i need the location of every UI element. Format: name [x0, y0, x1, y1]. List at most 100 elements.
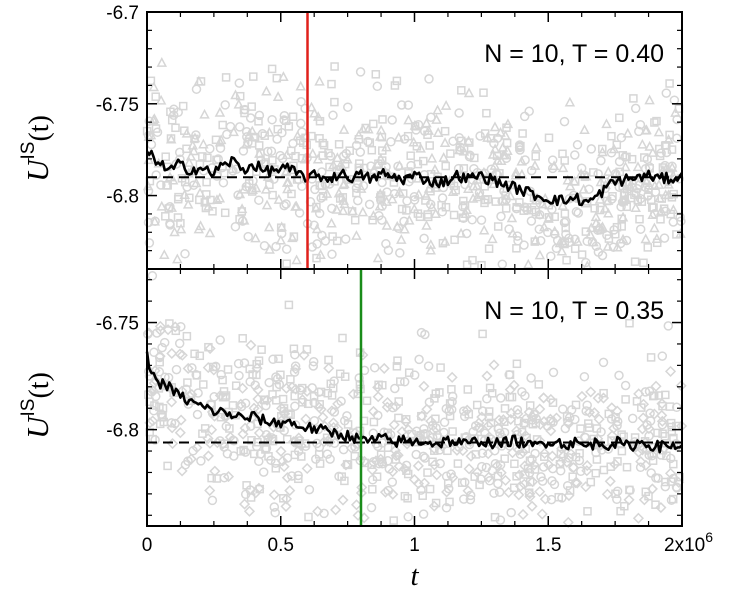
scatter-point: [234, 78, 245, 88]
scatter-point: [379, 486, 392, 498]
scatter-point: [525, 456, 535, 465]
scatter-point: [519, 202, 530, 212]
scatter-point: [228, 435, 238, 446]
scatter-point: [243, 231, 253, 242]
scatter-point: [520, 430, 532, 442]
scatter-point: [264, 243, 275, 254]
scatter-point: [438, 238, 448, 248]
scatter-point: [277, 455, 289, 467]
scatter-point: [150, 401, 159, 410]
scatter-point: [147, 271, 158, 281]
scatter-point: [300, 413, 312, 425]
scatter-point: [295, 385, 306, 395]
scatter-point: [181, 127, 193, 138]
scatter-point: [166, 396, 178, 408]
scatter-point: [459, 494, 469, 504]
scatter-point: [668, 217, 679, 227]
scatter-point: [667, 145, 677, 154]
scatter-point: [483, 471, 495, 483]
bottom-panel: -6.75 -6.8 0 0.5 1 1.5 N = 10, T = 0.35 UIS(t…: [18, 268, 713, 590]
scatter-point: [506, 447, 519, 459]
scatter-point: [259, 240, 270, 251]
scatter-point: [403, 469, 413, 479]
scatter-point: [455, 145, 465, 155]
scatter-point: [254, 195, 264, 205]
scatter-point: [463, 463, 475, 475]
scatter-point: [421, 219, 432, 230]
bottom-panel-mean-trace: [145, 351, 683, 454]
top-panel-y-axis-superscript: IS: [18, 142, 39, 160]
scatter-point: [272, 134, 282, 144]
scatter-point: [525, 401, 535, 410]
scatter-point: [607, 194, 617, 204]
scatter-point: [420, 190, 432, 200]
scatter-point: [586, 477, 596, 487]
scatter-point: [549, 479, 560, 490]
scatter-point: [406, 151, 415, 160]
scatter-point: [534, 208, 545, 219]
scatter-point: [342, 411, 352, 421]
scatter-point: [221, 391, 231, 400]
scatter-point: [580, 170, 592, 181]
scatter-point: [393, 460, 405, 472]
scatter-point: [451, 185, 460, 195]
scatter-point: [661, 88, 672, 98]
scatter-point: [505, 413, 517, 425]
scatter-point: [284, 122, 294, 131]
scatter-point: [616, 202, 626, 212]
scatter-point: [465, 450, 477, 462]
scatter-point: [439, 235, 451, 246]
scatter-point: [336, 396, 346, 407]
scatter-point: [317, 230, 327, 241]
scatter-point: [513, 489, 525, 501]
scatter-point: [428, 457, 437, 467]
scatter-point: [504, 369, 514, 380]
top-panel-mean-trace: [145, 149, 684, 207]
scatter-point: [668, 204, 679, 215]
scatter-point: [280, 500, 292, 512]
scatter-point: [242, 481, 251, 490]
scatter-point: [301, 462, 313, 475]
bottom-panel-annotation: N = 10, T = 0.35: [484, 297, 664, 325]
scatter-point: [247, 184, 258, 195]
scatter-point: [612, 486, 623, 496]
scatter-point: [377, 458, 388, 469]
scatter-point: [368, 215, 377, 225]
scatter-point: [144, 116, 155, 126]
scatter-point: [557, 200, 569, 210]
scatter-point: [445, 411, 455, 421]
bottom-panel-y-axis-label: UIS(t): [18, 372, 55, 439]
scatter-point: [430, 394, 439, 403]
scatter-point: [655, 205, 667, 216]
scatter-point: [221, 73, 231, 82]
scatter-point: [389, 516, 398, 525]
scatter-point: [660, 481, 671, 492]
scatter-point: [671, 482, 682, 492]
scatter-point: [517, 446, 529, 458]
scatter-point: [464, 439, 475, 450]
scatter-point: [412, 460, 424, 472]
scatter-point: [191, 130, 201, 140]
scatter-point: [238, 214, 250, 225]
scatter-point: [312, 505, 324, 517]
scatter-point: [209, 465, 221, 477]
scatter-point: [276, 370, 285, 380]
scatter-point: [604, 475, 616, 487]
scatter-point: [421, 403, 433, 415]
scatter-point: [284, 485, 296, 497]
scatter-point: [647, 147, 659, 157]
scatter-point: [144, 371, 155, 381]
scatter-point: [374, 159, 383, 168]
scatter-point: [599, 202, 611, 213]
scatter-point: [562, 480, 573, 491]
scatter-point: [364, 199, 375, 210]
scatter-point: [461, 228, 472, 239]
scatter-point: [298, 349, 310, 361]
scatter-point: [653, 126, 665, 137]
scatter-point: [394, 413, 403, 423]
scatter-point: [531, 141, 542, 152]
scatter-point: [457, 478, 467, 487]
scatter-point: [392, 362, 402, 371]
scatter-point: [601, 488, 613, 500]
scatter-point: [327, 391, 337, 400]
